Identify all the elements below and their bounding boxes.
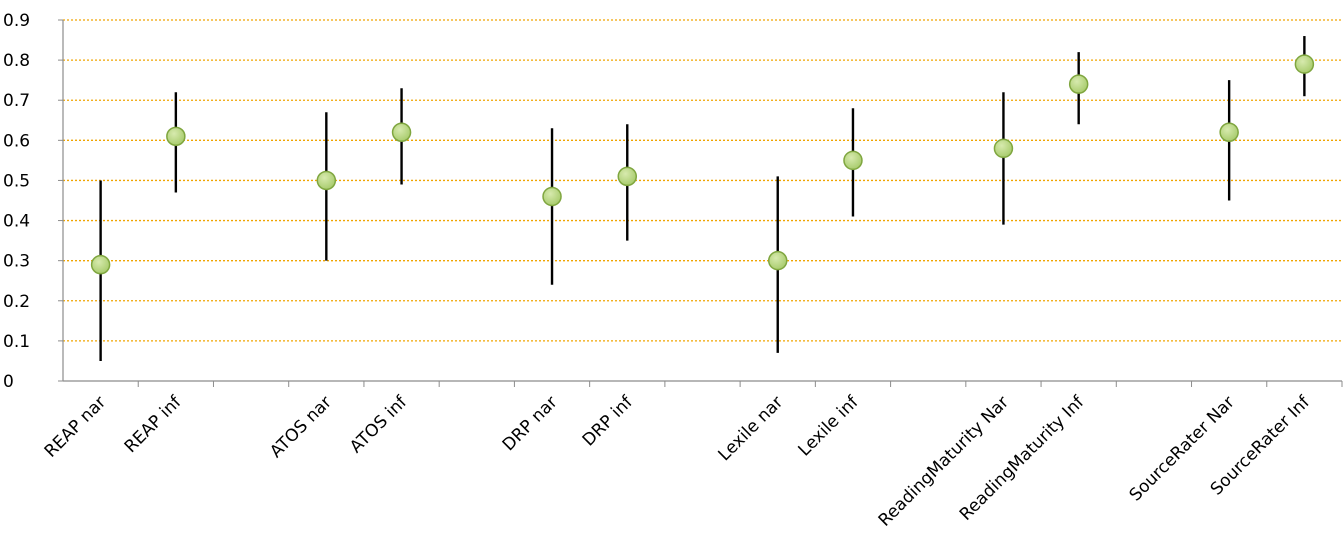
grid-lines — [63, 19, 1342, 342]
y-tick-label: 0.7 — [3, 91, 30, 111]
y-tick-label: 0.1 — [3, 332, 30, 352]
x-tick-label: Lexile inf — [794, 392, 863, 461]
data-point-marker — [166, 126, 186, 147]
y-tick-label: 0.8 — [3, 51, 30, 71]
x-tick-label: ReadingMaturity Inf — [956, 392, 1089, 525]
x-tick-label: ATOS nar — [266, 392, 336, 462]
x-tick-marks — [137, 381, 1343, 387]
x-tick-label: REAP inf — [121, 392, 186, 457]
x-tick-label: DRP inf — [579, 392, 638, 451]
data-point-marker — [316, 170, 337, 191]
error-bars — [99, 36, 1306, 361]
data-point-marker — [767, 250, 788, 271]
data-point-marker — [843, 150, 863, 171]
data-point-marker — [90, 254, 111, 275]
data-point-marker — [542, 186, 562, 207]
data-points — [90, 54, 1315, 275]
x-tick-labels: REAP nar REAP inf ATOS nar ATOS inf DRP nar D… — [41, 392, 1315, 531]
y-tick-label: 0.6 — [3, 131, 30, 151]
data-point-marker — [1219, 122, 1239, 143]
y-tick-labels: 0 0.1 0.2 0.3 0.4 0.5 0.6 0.7 0.8 0.9 — [3, 11, 63, 392]
y-tick-label: 0.2 — [3, 292, 30, 312]
data-point-marker — [993, 138, 1014, 159]
data-point-marker — [1294, 54, 1315, 74]
data-point-marker — [391, 122, 412, 143]
x-tick-label: DRP nar — [499, 392, 562, 455]
y-tick-label: 0.3 — [3, 252, 30, 272]
y-tick-label: 0.4 — [3, 212, 30, 232]
y-tick-label: 0.9 — [3, 11, 30, 31]
y-tick-label: 0 — [3, 372, 14, 392]
axes — [62, 20, 1342, 382]
x-tick-label: ATOS inf — [346, 392, 412, 458]
y-tick-label: 0.5 — [3, 171, 30, 191]
x-tick-label: REAP nar — [41, 392, 110, 461]
x-tick-label: ReadingMaturity Nar — [875, 392, 1013, 530]
x-tick-label: Lexile nar — [715, 392, 788, 465]
data-point-marker — [617, 166, 638, 187]
data-point-marker — [1068, 74, 1089, 94]
